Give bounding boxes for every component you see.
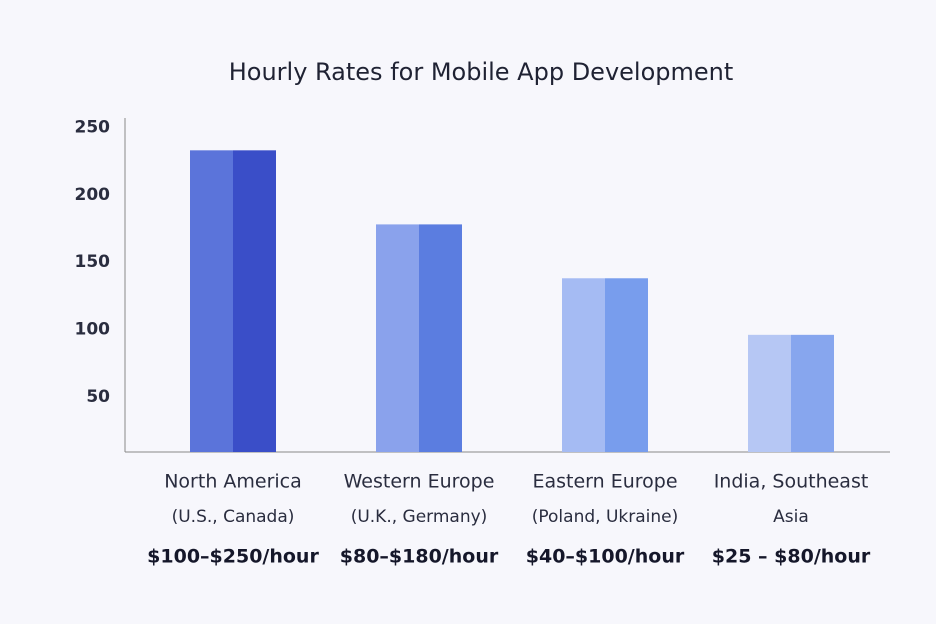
x-tick-label: Eastern Europe — [532, 471, 677, 493]
rate-label: $100–$250/hour — [147, 546, 319, 568]
x-tick-label: Asia — [773, 507, 809, 527]
y-tick-label: 50 — [86, 387, 110, 407]
bar — [562, 278, 648, 452]
y-tick-label: 200 — [75, 185, 111, 205]
rate-label: $80–$180/hour — [340, 546, 499, 568]
x-tick-label: India, Southeast — [714, 471, 869, 493]
x-tick-label: Western Europe — [344, 471, 495, 493]
x-tick-label: North America — [164, 471, 302, 493]
rate-label: $25 – $80/hour — [712, 546, 871, 568]
y-tick-label: 100 — [75, 319, 111, 339]
y-tick-label: 250 — [75, 117, 111, 137]
bar — [748, 334, 834, 452]
chart-title: Hourly Rates for Mobile App Development — [229, 58, 734, 86]
x-tick-label: (U.S., Canada) — [172, 507, 295, 527]
x-tick-label: (U.K., Germany) — [351, 507, 488, 527]
y-tick-label: 150 — [75, 252, 111, 272]
rate-label: $40–$100/hour — [526, 546, 685, 568]
bar — [190, 150, 276, 453]
x-tick-label: (Poland, Ukraine) — [532, 507, 678, 527]
bar — [376, 224, 462, 452]
